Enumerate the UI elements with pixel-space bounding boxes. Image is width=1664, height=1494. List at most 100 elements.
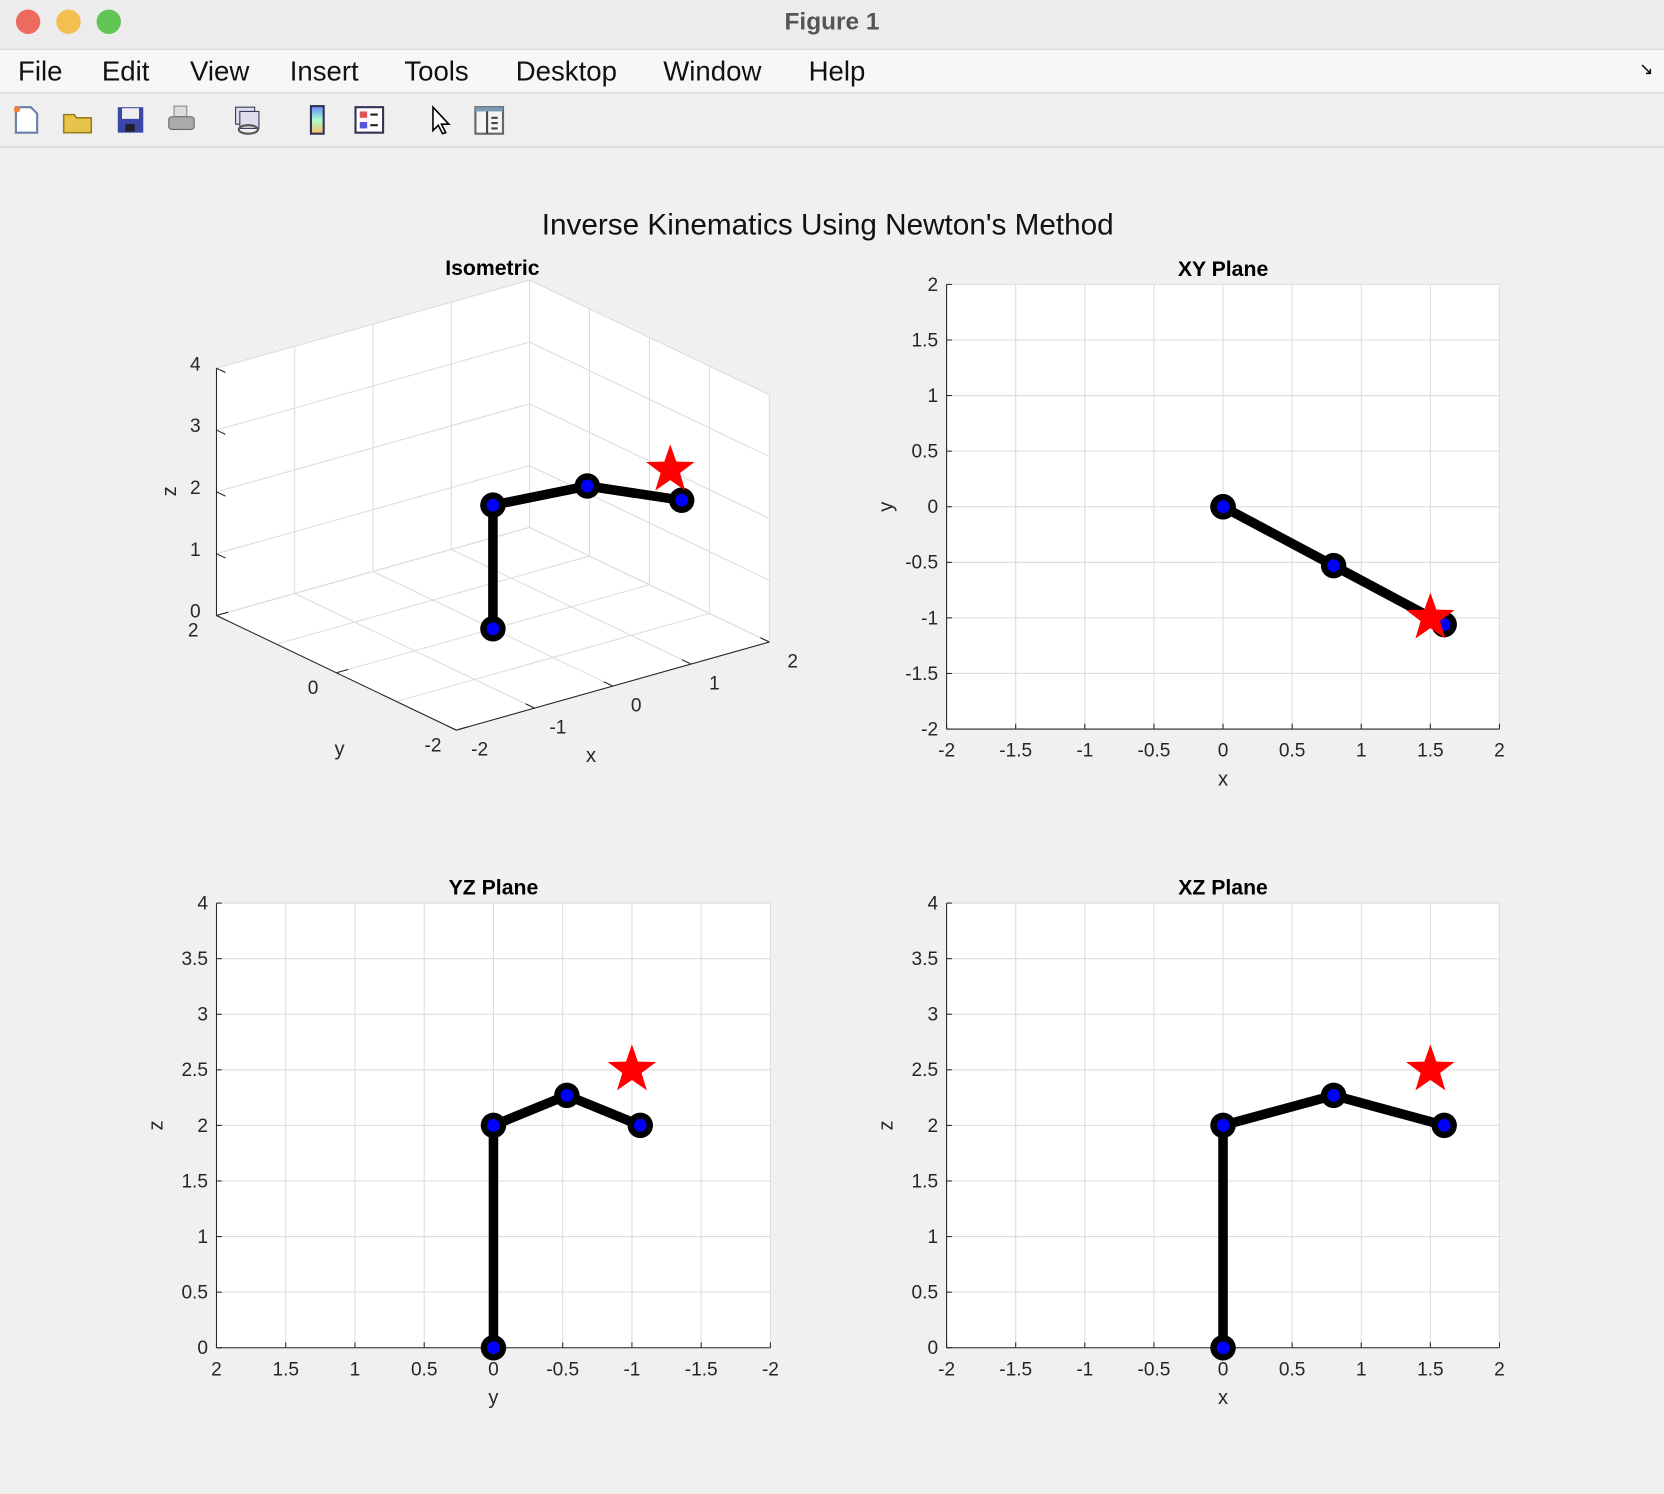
x-tick-label: 1 — [709, 674, 720, 695]
legend-icon[interactable] — [353, 104, 385, 136]
subplot-title: YZ Plane — [449, 877, 539, 900]
y-tick-label: -0.5 — [905, 553, 938, 574]
y-tick-label: 2.5 — [912, 1060, 939, 1081]
menu-window[interactable]: Window — [663, 55, 762, 88]
z-tick — [216, 615, 226, 621]
y-tick-label: 0 — [197, 1338, 208, 1359]
x-tick — [760, 637, 770, 643]
y-tick-label: 1.5 — [912, 1171, 939, 1192]
x-axis-label: x — [1218, 768, 1228, 790]
menu-help[interactable]: Help — [808, 55, 866, 88]
x-tick-label: 1.5 — [272, 1359, 299, 1380]
y-tick-label: 1.5 — [181, 1171, 208, 1192]
x-tick-label: 1.5 — [1417, 1359, 1444, 1380]
minimize-button[interactable] — [56, 9, 81, 34]
open-file-icon[interactable] — [62, 104, 94, 136]
x-tick-label: -2 — [938, 1359, 955, 1380]
grid-line — [276, 555, 590, 645]
y-tick-label: -1.5 — [905, 664, 938, 685]
x-tick-label: -1.5 — [685, 1359, 718, 1380]
dock-arrow-icon[interactable]: ↘ — [1639, 60, 1654, 79]
figure-title: Inverse Kinematics Using Newton's Method — [542, 209, 1114, 242]
menu-edit[interactable]: Edit — [101, 55, 150, 88]
y-tick-label: -2 — [921, 719, 938, 740]
x-tick-label: -1 — [549, 718, 566, 739]
joint-center — [486, 622, 500, 636]
grid-line — [529, 279, 770, 396]
xy-plane-plot: -2 -1.5 -1 -0.5 0 0.5 1 1.5 2 -2 -1.5 -1 -0.5 0 0.5 1 1.… — [875, 258, 1504, 790]
menu-insert[interactable]: Insert — [289, 55, 359, 88]
y-tick-label: 2.5 — [181, 1060, 208, 1081]
z-tick — [216, 367, 226, 374]
new-figure-icon[interactable] — [11, 104, 43, 136]
x-tick-label: 1 — [1356, 741, 1367, 762]
colorbar-icon[interactable] — [301, 104, 333, 136]
save-icon[interactable] — [115, 104, 147, 136]
y-axis-label: y — [875, 501, 897, 512]
joint-center — [580, 479, 594, 493]
y-tick-label: 2 — [188, 621, 199, 642]
x-tick — [447, 725, 457, 731]
subplot-title: XZ Plane — [1178, 877, 1268, 900]
y-tick-label: 4 — [927, 893, 938, 914]
pointer-icon[interactable] — [424, 104, 456, 136]
y-tick-label: 1.5 — [912, 330, 939, 351]
property-inspector-icon[interactable] — [473, 104, 505, 136]
y-tick — [336, 668, 349, 674]
xz-plane-plot: -2 -1.5 -1 -0.5 0 0.5 1 1.5 2 0 0.5 1 1.5 2 2.5 3 3.5 4 XZ… — [875, 877, 1504, 1409]
y-tick — [456, 726, 469, 731]
x-tick-label: 0.5 — [1279, 1359, 1306, 1380]
y-tick-label: -1 — [921, 608, 938, 629]
menu-tools[interactable]: Tools — [404, 55, 469, 88]
x-tick-label: 2 — [211, 1359, 222, 1380]
y-tick-label: 0 — [308, 678, 319, 699]
target-star — [1406, 592, 1455, 639]
x-tick-label: 1.5 — [1417, 741, 1444, 762]
y-tick-label: 1 — [927, 386, 938, 407]
y-tick-label: 4 — [197, 893, 208, 914]
y-axis-label: z — [145, 1120, 167, 1130]
print-icon[interactable] — [166, 104, 198, 136]
y-tick-label: 2 — [927, 1116, 938, 1137]
x-tick-label: 0 — [1218, 741, 1229, 762]
joint-center — [1327, 559, 1340, 573]
subplot-title: XY Plane — [1178, 258, 1269, 281]
y-tick — [216, 611, 229, 617]
joint-center — [1327, 1089, 1340, 1102]
arm-link-line — [488, 1090, 643, 1348]
y-tick-label: 3.5 — [181, 949, 208, 970]
menu-view[interactable]: View — [189, 55, 250, 88]
menu-file[interactable]: File — [18, 55, 63, 88]
joint-center — [675, 493, 689, 507]
grid-line — [529, 465, 770, 581]
y-tick-label: 3.5 — [912, 949, 939, 970]
x-tick-label: 2 — [787, 651, 798, 672]
z-axis-label: z — [159, 486, 181, 496]
menu-desktop[interactable]: Desktop — [515, 55, 617, 88]
x-tick-label: -2 — [938, 741, 955, 762]
x-tick-label: -1 — [1076, 741, 1093, 762]
grid-line — [216, 526, 530, 617]
target-star — [1406, 1044, 1455, 1091]
x-tick-label: -1.5 — [999, 1359, 1032, 1380]
y-tick-label: 3 — [927, 1005, 938, 1026]
grid-line — [216, 341, 530, 431]
z-tick — [216, 429, 226, 435]
y-tick-label: 3 — [197, 1005, 208, 1026]
x-tick-label: -0.5 — [1137, 741, 1170, 762]
x-tick-label: -1 — [623, 1359, 640, 1380]
close-button[interactable] — [15, 9, 41, 34]
joint-center — [633, 1119, 647, 1132]
joint-center — [1216, 500, 1230, 514]
x-tick — [603, 681, 614, 687]
x-tick-label: -1 — [1076, 1359, 1093, 1380]
grid-line — [216, 279, 530, 369]
y-axis-label: y — [335, 739, 346, 761]
x-tick-label: 2 — [1494, 1359, 1505, 1380]
link-plot-icon[interactable] — [232, 104, 264, 136]
maximize-button[interactable] — [96, 9, 121, 34]
x-tick-label: -2 — [471, 740, 488, 761]
z-tick-label: 0 — [190, 602, 201, 623]
arm-link-line — [488, 481, 683, 629]
figure-canvas: Inverse Kinematics Using Newton's Method… — [145, 209, 1504, 1409]
